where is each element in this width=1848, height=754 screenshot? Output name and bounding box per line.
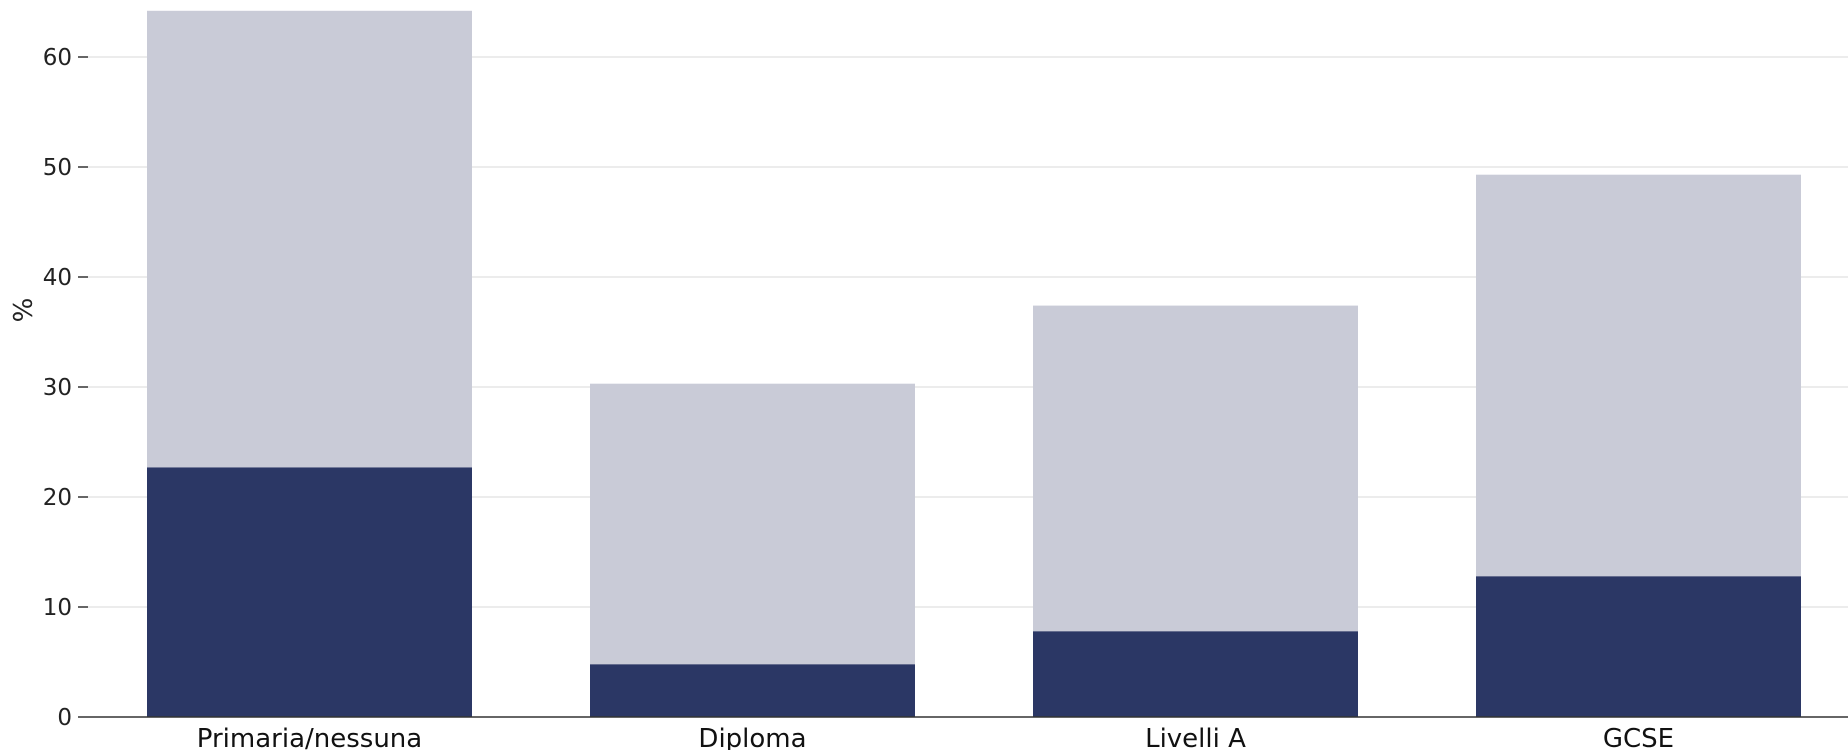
bar-segment-series-2	[1476, 174, 1801, 577]
y-tick-label: 50	[43, 155, 72, 181]
y-tick-label: 60	[43, 45, 72, 71]
y-tick-label: 10	[43, 595, 72, 621]
y-axis-title: %	[9, 298, 39, 323]
y-tick-label: 20	[43, 485, 72, 511]
bar-segment-series-2	[147, 10, 472, 468]
bar-segment-series-2	[590, 383, 915, 665]
bar-segment-series-1	[1033, 631, 1358, 717]
labels: 0 10 20 30 40 50 60 Primaria/nessuna Diploma Live…	[9, 45, 1674, 754]
bar-segment-series-1	[147, 467, 472, 717]
bar-segment-series-1	[1476, 576, 1801, 717]
x-category-label: Primaria/nessuna	[197, 724, 422, 750]
y-tick-label: 30	[43, 375, 72, 401]
x-category-label: Diploma	[698, 724, 806, 750]
y-tick-label: 40	[43, 265, 72, 291]
bar-segment-series-1	[590, 664, 915, 717]
y-tick-label: 0	[57, 705, 72, 731]
x-category-label: Livelli A	[1145, 724, 1246, 750]
bar-segment-series-2	[1033, 305, 1358, 632]
x-category-label: GCSE	[1603, 724, 1674, 750]
axes	[78, 56, 1848, 718]
bars	[147, 10, 1801, 717]
